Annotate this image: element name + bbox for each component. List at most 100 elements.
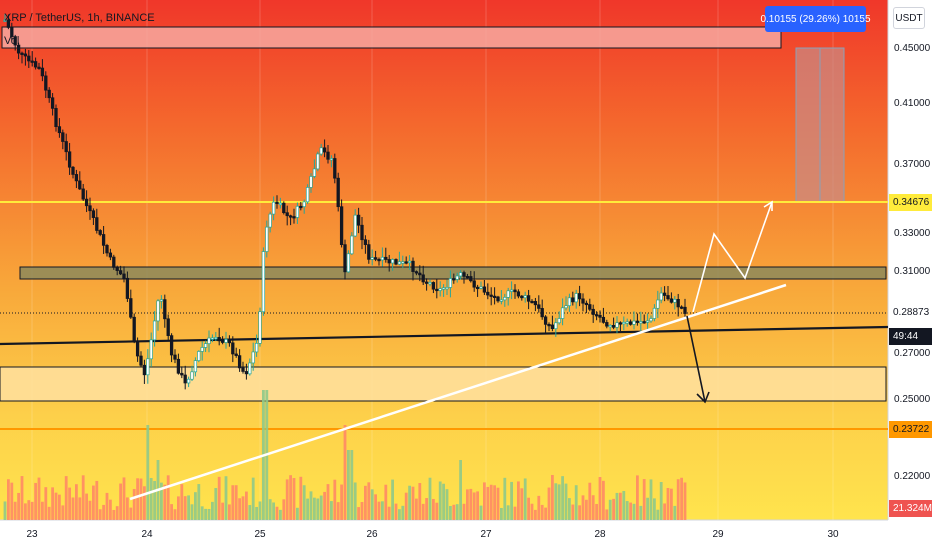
volume-bar xyxy=(500,507,503,520)
candle-body xyxy=(666,295,670,300)
volume-bar xyxy=(605,509,609,520)
candle-body xyxy=(516,291,521,297)
candle-body xyxy=(108,252,113,258)
candle-body xyxy=(316,153,320,170)
candle-body xyxy=(118,270,123,275)
volume-bar xyxy=(238,498,241,520)
candle-body xyxy=(673,299,677,303)
trend-line-white[interactable] xyxy=(129,283,787,501)
volume-label[interactable]: Vol xyxy=(4,35,20,47)
candle-body xyxy=(387,259,391,264)
candle-body xyxy=(581,298,585,304)
candle-body xyxy=(526,295,531,302)
volume-bar xyxy=(489,484,493,520)
candle-body xyxy=(438,288,442,291)
volume-bar xyxy=(51,487,54,520)
volume-bar xyxy=(649,479,653,520)
candle-body xyxy=(401,261,405,264)
volume-bar xyxy=(387,506,391,520)
volume-bar xyxy=(591,495,595,520)
candle-body xyxy=(149,339,153,360)
candle-body xyxy=(64,141,68,153)
volume-bar xyxy=(676,479,680,520)
candle-body xyxy=(95,217,99,231)
candle-body xyxy=(3,19,7,22)
top-supply-zone[interactable] xyxy=(1,26,782,49)
candle-body xyxy=(288,215,293,218)
volume-bar xyxy=(41,501,44,520)
candle-body xyxy=(156,300,160,322)
volume-bar xyxy=(275,506,279,520)
volume-bar xyxy=(58,494,61,520)
volume-bar xyxy=(224,476,228,520)
volume-bar xyxy=(34,482,37,520)
price-tick-label: 0.22000 xyxy=(894,471,931,482)
volume-bar xyxy=(319,495,323,520)
time-ticks: 23 24 25 26 27 28 29 30 xyxy=(26,529,839,540)
volume-bar xyxy=(3,501,7,520)
candle-body xyxy=(326,151,330,160)
candle-body xyxy=(659,292,663,301)
volume-bar xyxy=(534,509,537,520)
volume-bar xyxy=(88,500,92,520)
trend-line-black[interactable] xyxy=(0,325,889,346)
range-zone[interactable] xyxy=(19,266,887,280)
volume-bar xyxy=(27,500,31,520)
candle-body xyxy=(390,259,395,264)
candle-body xyxy=(309,176,313,188)
candle-body xyxy=(441,287,446,290)
currency-unit-button[interactable]: USDT xyxy=(893,7,925,29)
volume-bar xyxy=(306,498,309,520)
volume-bar xyxy=(255,506,258,520)
candle-body xyxy=(135,341,140,357)
volume-bar xyxy=(160,482,163,520)
volume-bar xyxy=(636,475,639,520)
candle-body xyxy=(183,374,187,384)
candle-body xyxy=(237,355,242,369)
candle-body xyxy=(23,53,28,57)
bullish-projection-arrow-icon[interactable] xyxy=(692,201,773,313)
candle-body xyxy=(384,256,388,260)
volume-bar xyxy=(64,476,68,520)
candle-body xyxy=(220,340,225,343)
volume-bar xyxy=(452,504,456,520)
volume-bar xyxy=(153,480,156,520)
volume-bar xyxy=(231,485,235,520)
candle-body xyxy=(499,299,504,302)
candle-body xyxy=(292,216,296,219)
volume-bar xyxy=(78,497,82,520)
candle-body xyxy=(472,280,476,288)
volume-bar xyxy=(333,479,337,520)
candle-body xyxy=(496,296,500,302)
candle-body xyxy=(424,281,429,284)
candle-body xyxy=(475,286,480,290)
candle-body xyxy=(186,378,191,384)
candle-body xyxy=(394,259,398,265)
candle-body xyxy=(482,286,487,293)
volume-bar xyxy=(258,501,262,520)
volume-bar xyxy=(574,485,578,520)
volume-bar xyxy=(183,496,187,520)
volume-bar xyxy=(30,501,34,520)
candle-body xyxy=(339,206,344,246)
candle-body xyxy=(329,158,334,161)
volume-bar xyxy=(47,506,51,520)
time-tick-label: 27 xyxy=(480,529,492,540)
candle-body xyxy=(554,322,558,330)
volume-bar xyxy=(449,505,452,520)
candle-body xyxy=(656,299,660,309)
candle-body xyxy=(462,272,466,277)
candle-body xyxy=(455,275,459,280)
volume-bar xyxy=(336,502,340,520)
candle-body xyxy=(479,286,483,289)
candle-body xyxy=(254,343,259,353)
symbol-title[interactable]: XRP / TetherUS, 1h, BINANCE xyxy=(4,12,155,24)
bearish-projection-arrow-icon[interactable] xyxy=(686,315,706,403)
volume-bar xyxy=(673,505,677,520)
candle-body xyxy=(302,201,306,207)
candle-body xyxy=(367,244,371,260)
candle-body xyxy=(397,261,402,265)
candle-body xyxy=(37,66,41,69)
volume-bar xyxy=(85,493,88,520)
